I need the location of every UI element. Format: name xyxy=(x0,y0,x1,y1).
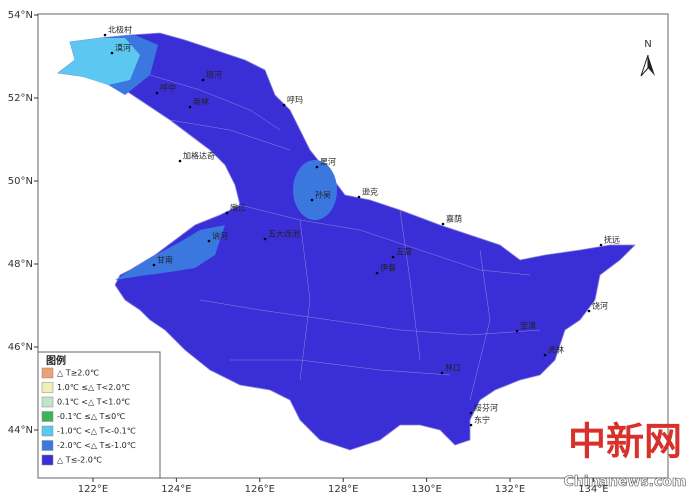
city-label: 东宁 xyxy=(474,415,490,425)
watermark: 中新网 Chinanews.com xyxy=(563,419,687,491)
city-label: 漠河 xyxy=(115,43,131,53)
legend-label: 0.1℃ <△ T<1.0℃ xyxy=(57,398,130,407)
city-label: 逊克 xyxy=(362,187,378,197)
legend-swatch xyxy=(41,382,54,393)
lon-label: 130°E xyxy=(411,484,441,495)
city-dot xyxy=(310,198,314,202)
city-dot xyxy=(282,103,286,107)
lon-label: 132°E xyxy=(495,484,525,495)
city-label: 虎林 xyxy=(548,345,564,355)
city-dot xyxy=(391,255,395,259)
watermark-logo: 中新网 xyxy=(568,419,682,464)
city-label: 黑河 xyxy=(320,157,336,167)
county-borders xyxy=(149,74,541,401)
city-label: 讷河 xyxy=(212,231,228,241)
legend-label: -1.0℃ <△ T<-0.1℃ xyxy=(57,427,136,436)
lat-label: 52°N xyxy=(8,93,33,104)
city-dot xyxy=(155,91,159,95)
city-label: 呼中 xyxy=(160,83,176,93)
lon-label: 134°E xyxy=(578,484,608,495)
anomaly-area xyxy=(293,160,337,220)
province xyxy=(56,32,636,451)
legend-label: -2.0℃ <△ T≤-1.0℃ xyxy=(57,441,136,450)
city-dot xyxy=(599,243,603,247)
city-label: 甘南 xyxy=(157,255,173,265)
city-dot xyxy=(315,165,319,169)
city-dot xyxy=(188,105,192,109)
legend-swatch xyxy=(41,425,54,437)
city-dot xyxy=(375,271,379,275)
lon-label: 122°E xyxy=(78,484,108,495)
lon-label: 126°E xyxy=(245,484,275,495)
legend: 图例 △ T≥2.0℃ 1.0℃ ≤△ T<2.0℃ 0.1℃ <△ T<1.0℃ -… xyxy=(37,351,161,479)
north-label: N xyxy=(644,39,651,50)
city-label: 饶河 xyxy=(592,301,608,311)
city-dot xyxy=(225,211,229,215)
watermark-site: Chinanews.com xyxy=(563,474,686,490)
city-label: 抚远 xyxy=(604,235,620,245)
city-dot xyxy=(207,239,211,243)
legend-swatch xyxy=(41,396,54,408)
city-label: 呼玛 xyxy=(287,95,303,105)
city-label: 新林 xyxy=(193,97,209,107)
legend-label: 1.0℃ ≤△ T<2.0℃ xyxy=(57,383,130,392)
legend-title: 图例 xyxy=(46,354,66,367)
north-arrow: N xyxy=(640,39,655,77)
city-dot xyxy=(263,237,267,241)
city-dot xyxy=(515,329,519,333)
city-dot xyxy=(110,51,114,55)
city-label: 五大连池 xyxy=(268,229,300,239)
city-label: 塔河 xyxy=(206,70,222,80)
legend-label: -0.1℃ ≤△ T≤0℃ xyxy=(57,412,125,421)
legend-label: △ T≥2.0℃ xyxy=(57,369,99,378)
city-dot xyxy=(469,411,473,415)
city-dot xyxy=(178,159,182,163)
city-dot xyxy=(103,33,107,37)
city-label: 加格达奇 xyxy=(183,151,215,161)
city-dot xyxy=(543,353,547,357)
lon-label: 124°E xyxy=(161,484,191,495)
lat-label: 50°N xyxy=(8,176,33,187)
city-dot xyxy=(440,371,444,375)
city-label: 嘉荫 xyxy=(446,214,462,224)
anomaly-area xyxy=(58,38,140,85)
lat-label: 48°N xyxy=(8,259,33,270)
city-dot xyxy=(357,195,361,199)
city-label: 五营 xyxy=(396,247,412,257)
legend-swatch xyxy=(41,411,54,422)
lat-label: 46°N xyxy=(8,342,33,353)
city-dot xyxy=(441,222,445,226)
city-dot xyxy=(469,423,473,427)
legend-swatch xyxy=(41,367,54,379)
lat-label: 44°N xyxy=(8,425,33,436)
city-label: 孙吴 xyxy=(315,190,331,200)
legend-box xyxy=(37,351,161,479)
city-label: 嫩江 xyxy=(230,203,246,213)
city-dot xyxy=(152,263,156,267)
city-dot xyxy=(587,309,591,313)
lat-label: 54°N xyxy=(8,10,33,21)
city-label: 北极村 xyxy=(108,25,132,35)
legend-swatch xyxy=(41,440,54,451)
legend-label: △ T≤-2.0℃ xyxy=(57,456,102,465)
city-dot xyxy=(201,78,205,82)
city-label: 伊春 xyxy=(380,263,396,273)
city-labels: 北极村 漠河 塔河 呼中 新林 呼玛 加格达奇 黑河 孙吴 逊克 嘉荫 抚远 嫩… xyxy=(103,25,620,427)
lon-label: 128°E xyxy=(328,484,358,495)
anomaly-area xyxy=(115,225,225,280)
city-label: 宝清 xyxy=(520,321,536,331)
legend-swatch xyxy=(41,454,54,466)
city-label: 林口 xyxy=(445,363,461,373)
city-label: 绥芬河 xyxy=(474,403,498,413)
